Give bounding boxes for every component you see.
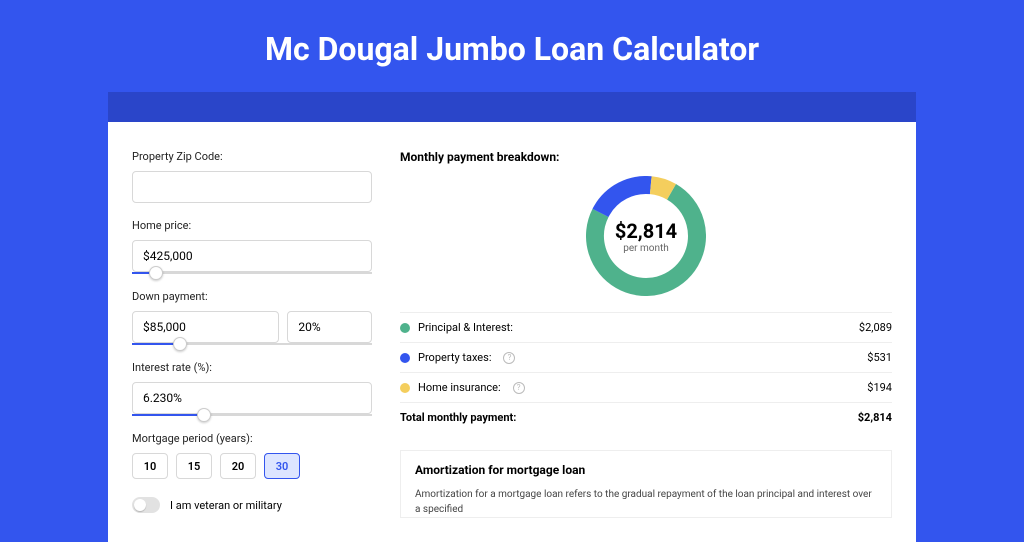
breakdown-label: Principal & Interest:: [418, 321, 513, 334]
period-buttons: 10 15 20 30: [132, 453, 372, 479]
zip-field: Property Zip Code:: [132, 150, 372, 203]
period-btn-30[interactable]: 30: [264, 453, 300, 479]
info-icon[interactable]: ?: [503, 352, 515, 364]
down-amount-input[interactable]: [132, 311, 279, 343]
down-label: Down payment:: [132, 290, 372, 303]
period-label: Mortgage period (years):: [132, 432, 372, 445]
breakdown-row: Property taxes:? $531: [400, 342, 892, 372]
period-btn-10[interactable]: 10: [132, 453, 168, 479]
page-title: Mc Dougal Jumbo Loan Calculator: [0, 0, 1024, 92]
amortization-title: Amortization for mortgage loan: [415, 463, 877, 477]
breakdown-column: Monthly payment breakdown: $2,814 per mo…: [400, 150, 892, 522]
period-btn-20[interactable]: 20: [220, 453, 256, 479]
breakdown-label: Home insurance:: [418, 381, 501, 394]
period-btn-15[interactable]: 15: [176, 453, 212, 479]
price-input[interactable]: [132, 240, 372, 272]
zip-label: Property Zip Code:: [132, 150, 372, 163]
veteran-row: I am veteran or military: [132, 497, 372, 513]
down-slider[interactable]: [132, 343, 372, 345]
period-field: Mortgage period (years): 10 15 20 30: [132, 432, 372, 479]
breakdown-value: $194: [867, 381, 892, 394]
calculator-card: Property Zip Code: Home price: Down paym…: [108, 122, 916, 542]
rate-field: Interest rate (%):: [132, 361, 372, 416]
info-icon[interactable]: ?: [513, 382, 525, 394]
header-strip: [108, 92, 916, 122]
breakdown-value: $531: [867, 351, 892, 364]
breakdown-row: Principal & Interest: $2,089: [400, 312, 892, 342]
veteran-toggle[interactable]: [132, 497, 160, 513]
color-dot: [400, 323, 410, 333]
rate-slider[interactable]: [132, 414, 372, 416]
down-percent-input[interactable]: [287, 311, 372, 343]
breakdown-title: Monthly payment breakdown:: [400, 150, 892, 164]
zip-input[interactable]: [132, 171, 372, 203]
donut-amount: $2,814: [615, 219, 677, 243]
inputs-column: Property Zip Code: Home price: Down paym…: [132, 150, 372, 522]
breakdown-row: Home insurance:? $194: [400, 372, 892, 402]
total-label: Total monthly payment:: [400, 411, 516, 424]
price-field: Home price:: [132, 219, 372, 274]
breakdown-value: $2,089: [859, 321, 892, 334]
amortization-text: Amortization for a mortgage loan refers …: [415, 487, 877, 517]
rate-label: Interest rate (%):: [132, 361, 372, 374]
price-label: Home price:: [132, 219, 372, 232]
breakdown-label: Property taxes:: [418, 351, 491, 364]
total-row: Total monthly payment: $2,814: [400, 402, 892, 432]
color-dot: [400, 353, 410, 363]
total-value: $2,814: [858, 411, 892, 424]
price-slider[interactable]: [132, 272, 372, 274]
rate-input[interactable]: [132, 382, 372, 414]
color-dot: [400, 383, 410, 393]
veteran-label: I am veteran or military: [170, 499, 282, 512]
down-field: Down payment:: [132, 290, 372, 345]
breakdown-rows: Principal & Interest: $2,089 Property taxe…: [400, 312, 892, 402]
donut-chart: $2,814 per month: [400, 176, 892, 296]
donut-sub: per month: [623, 243, 669, 254]
amortization-box: Amortization for mortgage loan Amortizat…: [400, 450, 892, 518]
